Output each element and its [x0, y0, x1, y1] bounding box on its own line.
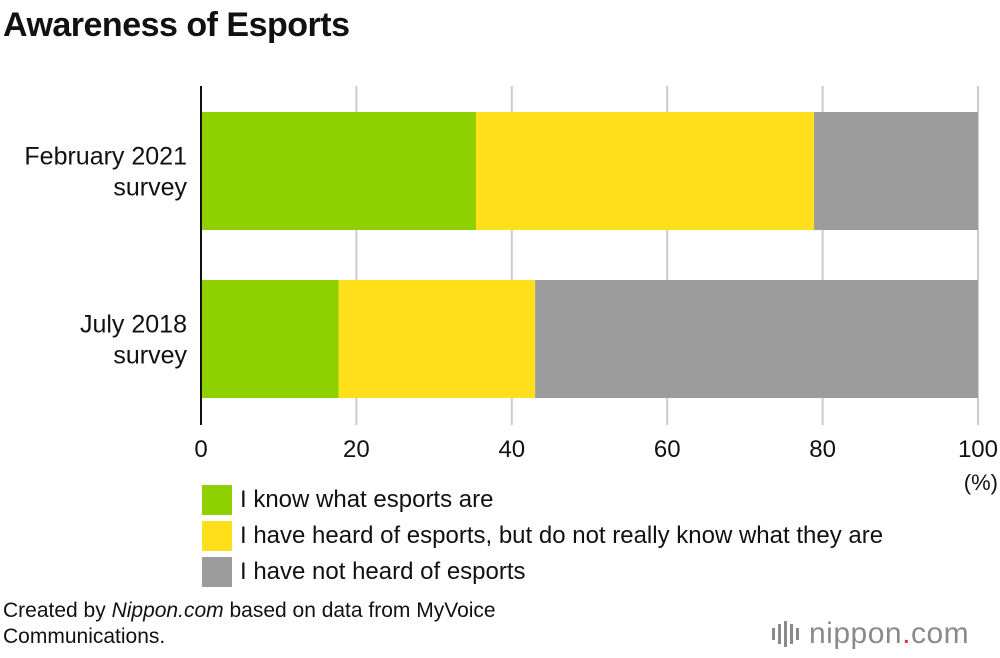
category-label: February 2021 survey: [24, 143, 187, 202]
legend-item: I know what esports are: [202, 482, 883, 518]
legend-swatch: [202, 521, 232, 551]
source-suffix: based on data from MyVoice Communication…: [3, 599, 496, 648]
bar-segment: [338, 280, 536, 398]
source-prefix: Created by: [3, 599, 112, 622]
logo-bars-icon: [772, 621, 802, 647]
x-tick-label: 40: [498, 436, 525, 463]
legend-label: I know what esports are: [240, 486, 494, 513]
logo-name: nippon: [809, 617, 903, 650]
source-site: Nippon.com: [111, 599, 224, 622]
logo-dot: .: [902, 617, 911, 650]
legend-item: I have not heard of esports: [202, 554, 883, 590]
logo-text: nippon.com: [809, 617, 969, 651]
legend-swatch: [202, 485, 232, 515]
bar-segment: [814, 112, 978, 230]
bar-segment: [535, 280, 978, 398]
x-tick-label: 80: [809, 436, 836, 463]
stacked-bar-chart: February 2021 survey July 2018 survey 0 20 40 6…: [24, 86, 998, 495]
legend-label: I have heard of esports, but do not real…: [240, 522, 884, 549]
nippon-logo: nippon.com: [772, 617, 969, 651]
bar-segment: [201, 280, 339, 398]
bar-segment: [476, 112, 815, 230]
x-tick-label: 0: [194, 436, 207, 463]
logo-tld: com: [910, 617, 970, 650]
chart-legend: I know what esports are I have heard of e…: [202, 482, 883, 590]
legend-swatch: [202, 557, 232, 587]
category-label: July 2018 survey: [80, 311, 188, 370]
bar-segment: [201, 112, 477, 230]
x-tick-label: 20: [343, 436, 370, 463]
x-tick-label: 60: [654, 436, 681, 463]
chart-title: Awareness of Esports: [3, 6, 350, 44]
legend-item: I have heard of esports, but do not real…: [202, 518, 883, 554]
x-tick-label: 100: [958, 436, 998, 463]
source-note: Created by Nippon.com based on data from…: [3, 598, 643, 650]
legend-label: I have not heard of esports: [240, 558, 526, 585]
x-unit-label: (%): [964, 470, 998, 495]
